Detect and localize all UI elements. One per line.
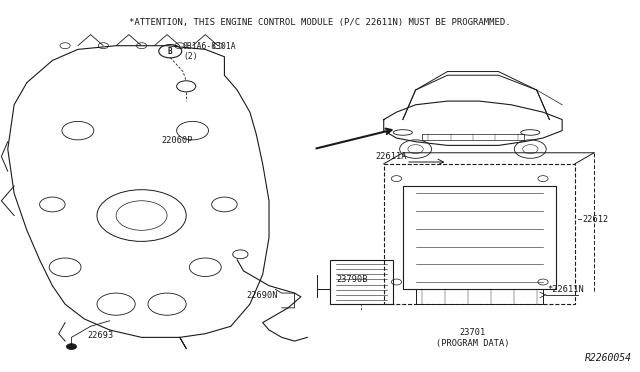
Text: 23701
(PROGRAM DATA): 23701 (PROGRAM DATA): [436, 328, 509, 347]
Text: 22693: 22693: [87, 331, 113, 340]
Bar: [330, 260, 394, 304]
Text: 22611A: 22611A: [375, 152, 406, 161]
Circle shape: [67, 344, 77, 350]
Text: *ATTENTION, THIS ENGINE CONTROL MODULE (P/C 22611N) MUST BE PROGRAMMED.: *ATTENTION, THIS ENGINE CONTROL MODULE (…: [129, 18, 511, 27]
Bar: [384, 164, 575, 304]
Text: *22611N: *22611N: [547, 285, 584, 294]
Text: 0B1A6-8301A
(2): 0B1A6-8301A (2): [183, 42, 237, 61]
Bar: [415, 289, 543, 304]
Text: 22690N: 22690N: [246, 291, 278, 300]
Text: B: B: [168, 47, 173, 56]
Text: 23790B: 23790B: [336, 275, 367, 284]
Text: R2260054: R2260054: [585, 353, 632, 363]
Text: 22060P: 22060P: [161, 136, 193, 145]
Bar: [403, 186, 556, 289]
Text: 22612: 22612: [582, 215, 609, 224]
